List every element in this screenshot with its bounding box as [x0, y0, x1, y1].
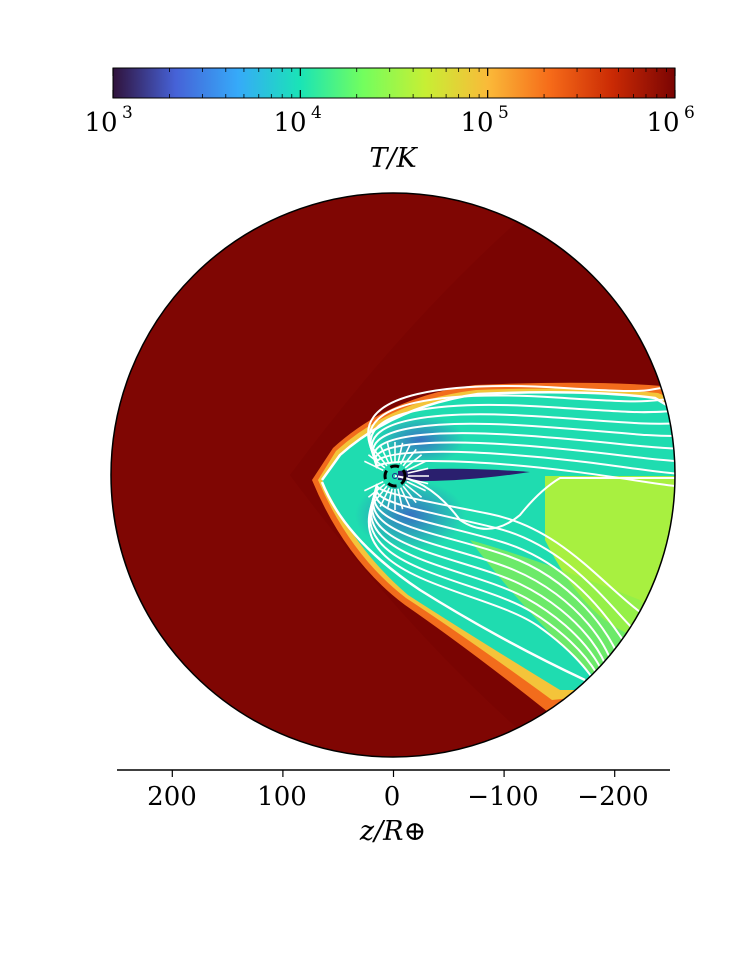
field-line [364, 480, 384, 492]
cold-tail-core [398, 468, 530, 481]
field-line [379, 445, 391, 465]
field-line [373, 485, 388, 504]
field-line [406, 460, 426, 472]
colorbar-tick-label-2: 10 5 [460, 103, 508, 138]
disk-outline [110, 192, 676, 758]
x-tick-label-1: 100 [257, 782, 307, 812]
x-axis-label: z/R⊕ [359, 816, 426, 847]
x-tick-label-0: 200 [147, 782, 197, 812]
field-line [407, 467, 429, 474]
x-axis-ticks [171, 770, 616, 777]
field-line [406, 480, 426, 492]
colorbar: 10 3 10 4 10 5 10 6 T/K [84, 67, 695, 174]
field-line [320, 390, 675, 481]
field-line [367, 385, 675, 461]
field-line [375, 483, 641, 613]
colorbar-tick-exp-2: 5 [498, 103, 509, 123]
colorbar-tick-base-3: 10 [646, 108, 679, 138]
field-line [320, 481, 586, 682]
colorbar-tick-exp-0: 3 [122, 103, 133, 123]
field-line [402, 485, 417, 504]
colorbar-ticks [112, 68, 676, 98]
x-axis: 200 100 0 −100 −200 z/R⊕ [117, 769, 670, 847]
x-tick-label-3: −100 [467, 782, 538, 812]
field-line [368, 394, 675, 462]
colorbar-tick-label-0: 10 3 [84, 103, 132, 138]
field-line [373, 432, 675, 466]
colorbar-label: T/K [369, 143, 418, 174]
field-line [374, 450, 675, 475]
tail-region [545, 476, 675, 641]
field-line [386, 442, 393, 464]
colorbar-tick-base-1: 10 [273, 108, 306, 138]
colorbar-tick-exp-1: 4 [311, 103, 322, 123]
field-line [404, 483, 423, 498]
field-line [374, 485, 629, 649]
field-line [370, 413, 675, 464]
x-tick-label-2: 0 [384, 782, 401, 812]
colorbar-tick-label-3: 10 6 [646, 103, 694, 138]
x-tick-label-4: −200 [577, 782, 648, 812]
colorbar-bar [112, 67, 676, 99]
planet-marker [383, 464, 407, 488]
field-line [373, 486, 623, 667]
colorbar-tick-base-0: 10 [84, 108, 117, 138]
planet-core [392, 473, 398, 479]
colorbar-tick-exp-3: 6 [684, 103, 695, 123]
field-line [364, 460, 384, 472]
field-line [372, 487, 617, 685]
colorbar-tick-base-2: 10 [460, 108, 493, 138]
field-line [374, 441, 675, 467]
colorbar-tick-label-1: 10 4 [273, 103, 321, 138]
field-line [375, 460, 675, 487]
tail-boundary [394, 475, 675, 530]
temperature-map [110, 192, 676, 758]
field-line [371, 422, 675, 465]
